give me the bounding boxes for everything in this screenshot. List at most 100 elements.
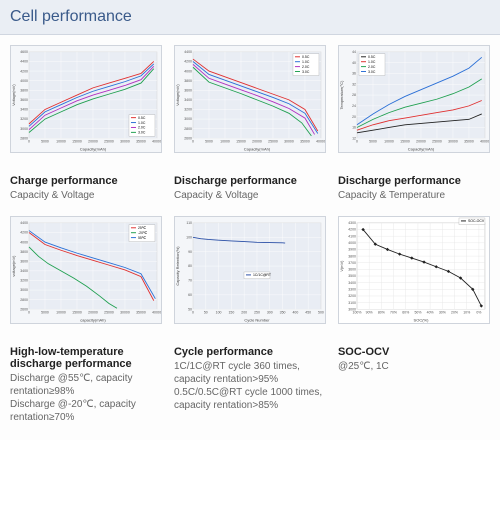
svg-text:V(mV): V(mV) bbox=[339, 260, 344, 272]
caption-sub: Discharge @55℃, capacity rentation≥98%Di… bbox=[10, 372, 162, 424]
svg-text:3700: 3700 bbox=[348, 261, 356, 265]
svg-text:15000: 15000 bbox=[72, 311, 82, 315]
svg-text:2.0C: 2.0C bbox=[368, 65, 376, 69]
svg-text:4400: 4400 bbox=[20, 60, 28, 64]
svg-text:3600: 3600 bbox=[20, 259, 28, 263]
svg-text:4000: 4000 bbox=[20, 79, 28, 83]
svg-text:100%: 100% bbox=[352, 311, 361, 315]
svg-text:3000: 3000 bbox=[20, 127, 28, 131]
svg-text:3400: 3400 bbox=[20, 108, 28, 112]
svg-text:4000: 4000 bbox=[348, 241, 356, 245]
svg-text:0.5C: 0.5C bbox=[302, 55, 310, 59]
caption-charge-cv: Charge performance Capacity & Voltage bbox=[4, 163, 168, 212]
cell-discharge-cv: 2600280030003200340036003800400042004400… bbox=[168, 41, 332, 163]
svg-text:35000: 35000 bbox=[136, 311, 146, 315]
caption-soc-ocv: SOC-OCV @25℃, 1C bbox=[332, 334, 496, 434]
svg-text:80%: 80% bbox=[378, 311, 385, 315]
chart-charge-cv: 2800300032003400360038004000420044004600… bbox=[10, 45, 162, 153]
svg-text:30000: 30000 bbox=[284, 140, 294, 144]
svg-text:0: 0 bbox=[192, 140, 194, 144]
svg-text:150: 150 bbox=[228, 311, 234, 315]
svg-text:Voltage(mV): Voltage(mV) bbox=[175, 84, 180, 106]
svg-text:Cycle Number: Cycle Number bbox=[244, 318, 270, 323]
cell-charge-cv: 2800300032003400360038004000420044004600… bbox=[4, 41, 168, 163]
svg-text:5000: 5000 bbox=[41, 311, 49, 315]
chart-soc-ocv: 3000310032003300340035003600370038003900… bbox=[338, 216, 490, 324]
caption-sub: 1C/1C@RT cycle 360 times, capacity renta… bbox=[174, 360, 326, 412]
svg-text:20000: 20000 bbox=[88, 140, 98, 144]
svg-text:3800: 3800 bbox=[348, 254, 356, 258]
svg-text:3200: 3200 bbox=[184, 108, 192, 112]
svg-text:20%: 20% bbox=[451, 311, 458, 315]
svg-text:voltage(mV): voltage(mV) bbox=[11, 255, 16, 277]
svg-text:90: 90 bbox=[188, 250, 192, 254]
svg-text:1.0C: 1.0C bbox=[368, 60, 376, 64]
svg-text:4000: 4000 bbox=[184, 69, 192, 73]
caption-title: Discharge performance bbox=[338, 175, 490, 187]
svg-text:30%: 30% bbox=[439, 311, 446, 315]
svg-text:25000: 25000 bbox=[268, 140, 278, 144]
chart-discharge-cv: 2600280030003200340036003800400042004400… bbox=[174, 45, 326, 153]
svg-text:5000: 5000 bbox=[205, 140, 213, 144]
caption-title: Cycle performance bbox=[174, 346, 326, 358]
svg-text:10000: 10000 bbox=[220, 140, 230, 144]
svg-text:5000: 5000 bbox=[369, 140, 377, 144]
svg-text:25℃: 25℃ bbox=[138, 226, 146, 230]
svg-text:70%: 70% bbox=[390, 311, 397, 315]
svg-text:3400: 3400 bbox=[348, 281, 356, 285]
svg-text:350: 350 bbox=[280, 311, 286, 315]
chart-grid: 2800300032003400360038004000420044004600… bbox=[0, 35, 500, 440]
svg-text:30000: 30000 bbox=[448, 140, 458, 144]
svg-text:10%: 10% bbox=[463, 311, 470, 315]
svg-text:1C/1C@RT: 1C/1C@RT bbox=[253, 273, 272, 277]
svg-text:3.0C: 3.0C bbox=[368, 70, 376, 74]
svg-text:10000: 10000 bbox=[56, 311, 66, 315]
svg-text:0: 0 bbox=[28, 140, 30, 144]
svg-text:36: 36 bbox=[352, 72, 356, 76]
caption-title: Charge performance bbox=[10, 175, 162, 187]
caption-discharge-cv: Discharge performance Capacity & Voltage bbox=[168, 163, 332, 212]
svg-text:5000: 5000 bbox=[41, 140, 49, 144]
svg-text:30000: 30000 bbox=[120, 311, 130, 315]
svg-text:200: 200 bbox=[241, 311, 247, 315]
svg-text:4200: 4200 bbox=[348, 228, 356, 232]
svg-text:3.0C: 3.0C bbox=[302, 70, 310, 74]
svg-text:15000: 15000 bbox=[400, 140, 410, 144]
svg-text:10000: 10000 bbox=[56, 140, 66, 144]
svg-text:20000: 20000 bbox=[416, 140, 426, 144]
svg-text:4600: 4600 bbox=[20, 50, 28, 54]
svg-text:2.0C: 2.0C bbox=[302, 65, 310, 69]
svg-text:3200: 3200 bbox=[20, 279, 28, 283]
svg-text:3400: 3400 bbox=[20, 269, 28, 273]
svg-text:40: 40 bbox=[352, 61, 356, 65]
svg-text:3200: 3200 bbox=[20, 117, 28, 121]
chart-temp-discharge: 2600280030003200340036003800400042004400… bbox=[10, 216, 162, 324]
svg-text:3900: 3900 bbox=[348, 248, 356, 252]
svg-text:20000: 20000 bbox=[252, 140, 262, 144]
svg-text:0.5C: 0.5C bbox=[368, 55, 376, 59]
svg-text:30000: 30000 bbox=[120, 140, 130, 144]
svg-text:35000: 35000 bbox=[136, 140, 146, 144]
svg-text:1.0C: 1.0C bbox=[138, 121, 146, 125]
svg-text:40000: 40000 bbox=[152, 140, 161, 144]
svg-text:3.0C: 3.0C bbox=[138, 131, 146, 135]
svg-text:0: 0 bbox=[356, 140, 358, 144]
cell-discharge-ct: 1216202428323640440500010000150002000025… bbox=[332, 41, 496, 163]
svg-text:50%: 50% bbox=[414, 311, 421, 315]
svg-text:2800: 2800 bbox=[20, 298, 28, 302]
caption-temp-discharge: High-low-temperature discharge performan… bbox=[4, 334, 168, 434]
svg-text:Voltage(mV): Voltage(mV) bbox=[11, 84, 16, 106]
page-title: Cell performance bbox=[0, 0, 500, 35]
svg-text:300: 300 bbox=[267, 311, 273, 315]
svg-text:2.0C: 2.0C bbox=[138, 126, 146, 130]
cell-soc-ocv: 3000310032003300340035003600370038003900… bbox=[332, 212, 496, 334]
svg-text:3000: 3000 bbox=[20, 288, 28, 292]
svg-text:2600: 2600 bbox=[20, 307, 28, 311]
svg-text:24: 24 bbox=[352, 104, 356, 108]
svg-text:Temperature(°C): Temperature(°C) bbox=[339, 80, 344, 110]
svg-text:40000: 40000 bbox=[152, 311, 161, 315]
svg-text:1.0C: 1.0C bbox=[302, 60, 310, 64]
svg-text:3600: 3600 bbox=[184, 88, 192, 92]
svg-text:0: 0 bbox=[28, 311, 30, 315]
caption-title: Discharge performance bbox=[174, 175, 326, 187]
